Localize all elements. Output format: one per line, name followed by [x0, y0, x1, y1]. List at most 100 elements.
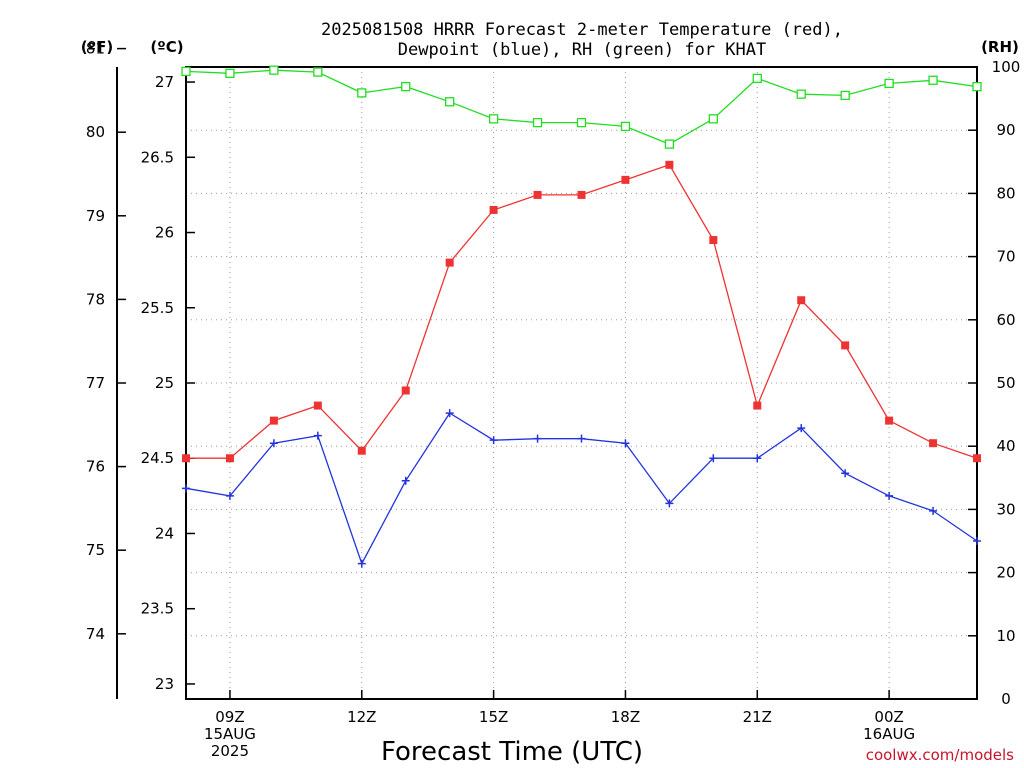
- chart-title-line-2: Dewpoint (blue), RH (green) for KHAT: [398, 40, 766, 60]
- x-axis-title: Forecast Time (UTC): [381, 737, 643, 767]
- time-tick-label: 18Z: [611, 708, 640, 726]
- fahrenheit-unit-label: (ºF): [81, 38, 113, 56]
- rh-unit-label: (RH): [981, 38, 1019, 56]
- rh-series: [181, 65, 982, 149]
- rh-point: [752, 73, 762, 84]
- rh-tick-label: 20: [996, 564, 1015, 582]
- chart-title-line-1: 2025081508 HRRR Forecast 2-meter Tempera…: [321, 20, 843, 40]
- dewpoint-point: [401, 476, 410, 485]
- celsius-tick-label: 23.5: [141, 600, 174, 618]
- time-tick-label: 15Z: [479, 708, 508, 726]
- dewpoint-point: [533, 434, 542, 443]
- temperature-point: [401, 386, 410, 395]
- rh-point: [401, 81, 411, 92]
- rh-point: [840, 90, 850, 101]
- temperature-line: [186, 164, 978, 459]
- rh-point: [225, 68, 235, 78]
- dewpoint-point: [489, 436, 498, 445]
- dewpoint-point: [841, 469, 850, 478]
- temperature-point: [973, 454, 981, 463]
- dewpoint-point: [929, 506, 938, 515]
- temperature-point: [533, 190, 542, 199]
- dewpoint-series: [182, 409, 981, 568]
- temperature-point: [313, 401, 322, 410]
- data-series: [181, 65, 982, 568]
- grid-lines: [186, 67, 977, 699]
- dewpoint-point: [313, 431, 322, 440]
- fahrenheit-tick-label: 79: [86, 207, 105, 225]
- celsius-tick-label: 24.5: [141, 449, 174, 467]
- celsius-tick-label: 24: [155, 524, 174, 542]
- rh-point: [269, 65, 279, 75]
- credit-text: coolwx.com/models: [866, 746, 1014, 764]
- time-tick-label: 15AUG: [204, 725, 256, 743]
- rh-tick-label: 70: [996, 248, 1015, 266]
- time-tick-label: 2025: [211, 742, 249, 760]
- rh-point: [620, 121, 631, 132]
- dewpoint-point: [709, 454, 718, 463]
- celsius-tick-label: 25: [155, 374, 174, 392]
- dewpoint-point: [182, 484, 190, 493]
- rh-point: [445, 97, 455, 107]
- dewpoint-point: [797, 424, 806, 433]
- celsius-tick-label: 26.5: [141, 148, 174, 166]
- temperature-point: [489, 205, 498, 214]
- temperature-point: [709, 236, 718, 245]
- fahrenheit-tick-label: 74: [86, 625, 105, 643]
- dewpoint-point: [357, 559, 366, 568]
- time-tick-label: 12Z: [347, 708, 376, 726]
- rh-tick-label: 10: [996, 627, 1015, 645]
- rh-line: [185, 69, 978, 145]
- fahrenheit-tick-label: 75: [86, 541, 105, 559]
- dewpoint-point: [269, 439, 278, 448]
- fahrenheit-tick-label: 78: [86, 290, 105, 308]
- dewpoint-point: [577, 434, 586, 443]
- temperature-point: [445, 258, 454, 267]
- time-tick-label: 21Z: [743, 708, 772, 726]
- fahrenheit-tick-label: 81: [86, 40, 105, 58]
- rh-tick-label: 40: [996, 437, 1015, 455]
- temperature-series: [182, 160, 981, 463]
- fahrenheit-axis: 74 75 76 77 78 79 80 81: [86, 40, 126, 643]
- temperature-point: [225, 454, 234, 463]
- rh-axis: 0 10 20 30 40 50 60 70 80 90 100: [968, 58, 1020, 708]
- rh-point: [664, 139, 675, 149]
- time-tick-label: 00Z: [874, 708, 903, 726]
- rh-point: [576, 117, 587, 128]
- rh-tick-label: 100: [992, 58, 1021, 76]
- celsius-axis: 23 23.5 24 24.5 25 25.5 26 26.5 27: [141, 73, 195, 693]
- rh-tick-label: 90: [996, 121, 1015, 139]
- rh-point: [313, 67, 323, 77]
- temperature-point: [841, 341, 850, 350]
- celsius-tick-label: 25.5: [141, 299, 174, 317]
- temperature-point: [665, 160, 674, 169]
- rh-tick-label: 30: [996, 500, 1015, 518]
- celsius-tick-label: 26: [155, 224, 174, 242]
- rh-point: [181, 66, 191, 77]
- temperature-point: [797, 296, 806, 305]
- rh-tick-label: 0: [1001, 690, 1011, 708]
- fahrenheit-tick-label: 80: [86, 123, 105, 141]
- time-tick-label: 09Z: [215, 708, 244, 726]
- dewpoint-point: [973, 537, 981, 545]
- temperature-point: [885, 416, 894, 425]
- dewpoint-point: [753, 454, 762, 463]
- temperature-point: [269, 416, 278, 425]
- dewpoint-point: [445, 409, 454, 418]
- rh-point: [796, 89, 806, 99]
- fahrenheit-tick-label: 77: [86, 374, 105, 392]
- rh-point: [884, 78, 894, 89]
- dewpoint-point: [225, 491, 234, 500]
- rh-tick-label: 80: [996, 184, 1015, 202]
- temperature-point: [621, 175, 630, 184]
- temperature-point: [357, 446, 366, 455]
- fahrenheit-tick-label: 76: [86, 458, 105, 476]
- rh-point: [488, 114, 499, 124]
- temperature-point: [753, 401, 762, 410]
- celsius-tick-label: 23: [155, 675, 174, 693]
- rh-point: [972, 81, 982, 92]
- dewpoint-point: [665, 499, 674, 508]
- celsius-unit-label: (ºC): [150, 38, 183, 56]
